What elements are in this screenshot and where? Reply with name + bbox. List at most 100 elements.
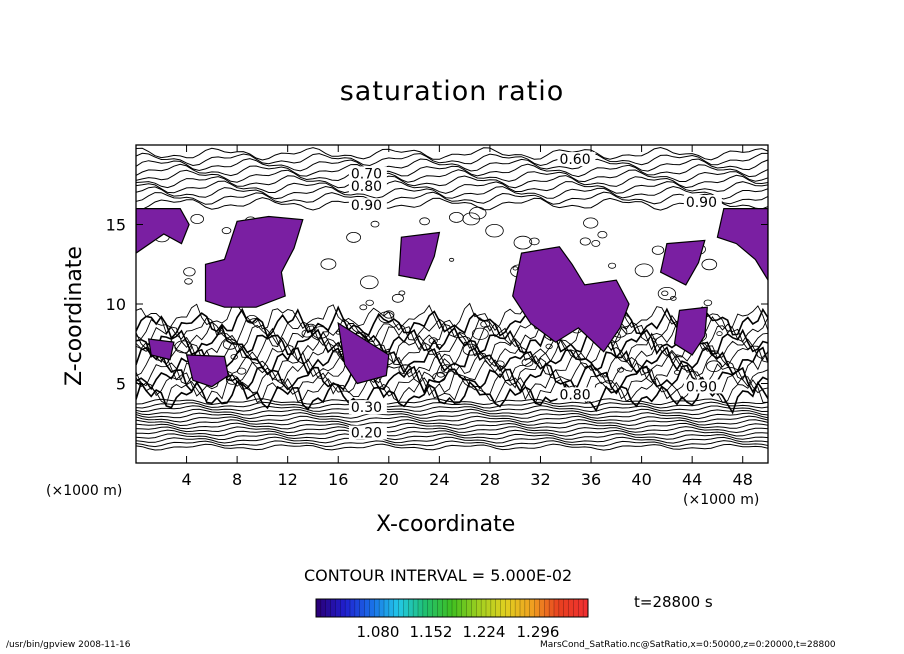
contour-cell xyxy=(383,310,395,319)
contour-label: 0.90 xyxy=(686,379,717,395)
contour-label-bg xyxy=(683,379,722,394)
contour-cell xyxy=(222,339,238,350)
colorbar-cell xyxy=(554,599,560,617)
contour-line xyxy=(136,379,768,415)
colorbar-cell xyxy=(578,599,584,617)
colorbar-cell xyxy=(437,599,443,617)
contour-cell xyxy=(583,217,599,229)
contour-cell xyxy=(440,364,453,373)
contour-cell xyxy=(236,367,247,375)
contour-line xyxy=(136,443,768,451)
colorbar-frame xyxy=(315,598,589,618)
contour-cell xyxy=(651,245,665,255)
contour-label-bg xyxy=(557,387,596,402)
colorbar-cell xyxy=(447,599,453,617)
contour-cell xyxy=(346,231,362,243)
contour-cell xyxy=(320,258,337,270)
contour-cell xyxy=(701,258,718,271)
contour-cell xyxy=(471,327,489,340)
colorbar-cell xyxy=(461,599,467,617)
supersaturated-region xyxy=(204,215,304,308)
supersaturated-region xyxy=(716,208,768,282)
contour-cell xyxy=(221,227,232,235)
colorbar-cell xyxy=(520,599,526,617)
contour-cell xyxy=(521,358,534,367)
colorbar-cell xyxy=(350,599,356,617)
contour-line xyxy=(136,191,768,206)
contour-line xyxy=(136,163,768,178)
supersaturated-region xyxy=(337,321,390,385)
colorbar-cell xyxy=(529,599,535,617)
colorbar-cell xyxy=(583,599,589,617)
contour-cell xyxy=(608,262,617,269)
axis-ticks xyxy=(136,145,768,463)
supersaturated-region xyxy=(398,231,441,281)
contour-line xyxy=(136,146,768,161)
contour-line xyxy=(136,426,768,434)
contour-cell xyxy=(642,367,651,374)
contour-lines xyxy=(136,146,768,451)
colorbar-cell xyxy=(345,599,351,617)
x-tick-label: 12 xyxy=(278,470,298,489)
contour-line xyxy=(136,429,768,437)
colorbar-cell xyxy=(374,599,380,617)
contour-cell xyxy=(617,367,624,373)
contour-cell xyxy=(174,340,193,354)
contour-label: 0.20 xyxy=(351,426,382,442)
contour-line xyxy=(136,398,768,406)
colorbar-cell xyxy=(398,599,404,617)
contour-cell xyxy=(579,237,591,246)
colorbar-cell xyxy=(563,599,569,617)
y-tick-label: 15 xyxy=(106,216,126,235)
contour-line xyxy=(136,314,768,346)
contour-line xyxy=(136,197,768,211)
contour-cell xyxy=(230,354,238,360)
contour-line xyxy=(136,422,768,430)
colorbar-cell xyxy=(422,599,429,617)
colorbar-cell xyxy=(452,599,458,617)
contour-cell xyxy=(184,278,193,285)
footer-command: /usr/bin/gpview 2008-11-16 xyxy=(6,640,131,650)
contour-line xyxy=(136,346,768,376)
colorbar-cell xyxy=(495,599,501,617)
contour-line xyxy=(136,169,768,183)
colorbar-cell xyxy=(515,599,521,617)
contour-cell xyxy=(512,266,518,271)
contour-cell xyxy=(669,295,677,301)
chart-title: saturation ratio xyxy=(339,76,565,107)
contour-line xyxy=(136,401,768,409)
colorbar-cell xyxy=(505,599,511,617)
colorbar-cell xyxy=(534,599,540,617)
colorbar-cell xyxy=(466,599,472,617)
contour-cell xyxy=(706,360,722,373)
supersaturated-region xyxy=(136,208,190,254)
time-label: t=28800 s xyxy=(634,593,713,611)
contour-line xyxy=(136,440,768,448)
contour-cell xyxy=(597,230,608,239)
contour-cell xyxy=(495,360,505,368)
colorbar-cell xyxy=(403,599,409,617)
contour-cell xyxy=(301,329,313,338)
x-tick-label: 40 xyxy=(631,470,651,489)
supersaturated-region xyxy=(185,354,229,388)
x-tick-label: 20 xyxy=(379,470,399,489)
x-tick-label: 48 xyxy=(733,470,753,489)
contour-interval-text: CONTOUR INTERVAL = 5.000E-02 xyxy=(304,566,573,585)
contour-cell xyxy=(651,338,657,343)
contour-line xyxy=(136,405,768,413)
contour-cell xyxy=(462,343,479,356)
supersaturated-region xyxy=(659,239,706,286)
contour-line xyxy=(136,436,768,444)
colorbar-cell xyxy=(471,599,477,617)
colorbar-cell xyxy=(432,599,438,617)
contour-cell xyxy=(428,337,438,345)
contour-line xyxy=(136,433,768,441)
x-tick-label: 24 xyxy=(429,470,449,489)
plot-panel xyxy=(136,146,768,451)
contour-label-bg xyxy=(348,166,387,181)
contour-label: 0.60 xyxy=(559,152,590,168)
contour-cell xyxy=(359,275,379,290)
colorbar-cell xyxy=(427,599,433,617)
contour-label-bg xyxy=(683,195,722,210)
